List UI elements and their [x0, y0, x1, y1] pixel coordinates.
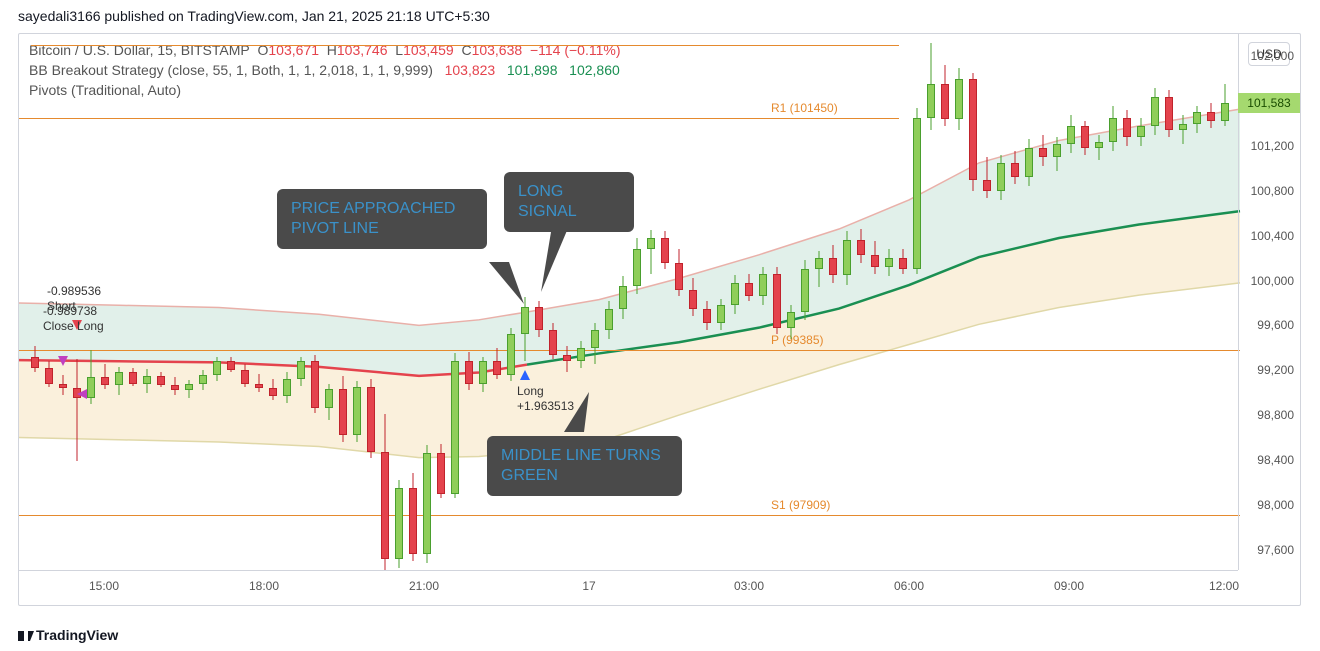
y-tick: 98,800 — [1257, 408, 1294, 422]
x-tick: 12:00 — [1209, 579, 1239, 593]
y-tick: 98,000 — [1257, 498, 1294, 512]
y-tick: 102,000 — [1251, 49, 1294, 63]
x-tick: 03:00 — [734, 579, 764, 593]
x-tick: 17 — [582, 579, 595, 593]
y-tick: 100,400 — [1251, 229, 1294, 243]
y-tick: 99,200 — [1257, 363, 1294, 377]
plot-area[interactable]: R1 (101450)P (99385)S1 (97909)PRICE APPR… — [19, 34, 1238, 570]
y-tick: 98,400 — [1257, 453, 1294, 467]
long-label: Long+1.963513 — [517, 384, 574, 413]
chart-frame: USD Bitcoin / U.S. Dollar, 15, BITSTAMP … — [18, 33, 1301, 606]
x-tick: 09:00 — [1054, 579, 1084, 593]
callout: MIDDLE LINE TURNSGREEN — [487, 436, 682, 496]
closelong-arrow-icon — [58, 356, 68, 366]
x-tick: 18:00 — [249, 579, 279, 593]
x-axis[interactable]: 15:00 18:00 21:00 17 03:00 06:00 09:00 12:00 — [19, 570, 1238, 605]
y-axis[interactable]: 102,000 101,200 100,800 100,400 100,000 99,60… — [1238, 34, 1300, 570]
tradingview-logo: TradingView — [18, 627, 118, 643]
x-tick: 21:00 — [409, 579, 439, 593]
x-tick: 15:00 — [89, 579, 119, 593]
publish-label: sayedali3166 published on TradingView.co… — [18, 8, 490, 24]
closelong-label: -0.989738Close Long — [43, 304, 104, 333]
long-arrow-icon — [520, 370, 530, 380]
y-tick: 97,600 — [1257, 543, 1294, 557]
y-tick: 100,000 — [1251, 274, 1294, 288]
x-tick: 06:00 — [894, 579, 924, 593]
y-tick: 99,600 — [1257, 318, 1294, 332]
last-price-tag: 101,583 — [1238, 93, 1300, 113]
closelong-triangle-icon — [77, 389, 87, 399]
y-tick: 100,800 — [1251, 184, 1294, 198]
y-tick: 101,200 — [1251, 139, 1294, 153]
